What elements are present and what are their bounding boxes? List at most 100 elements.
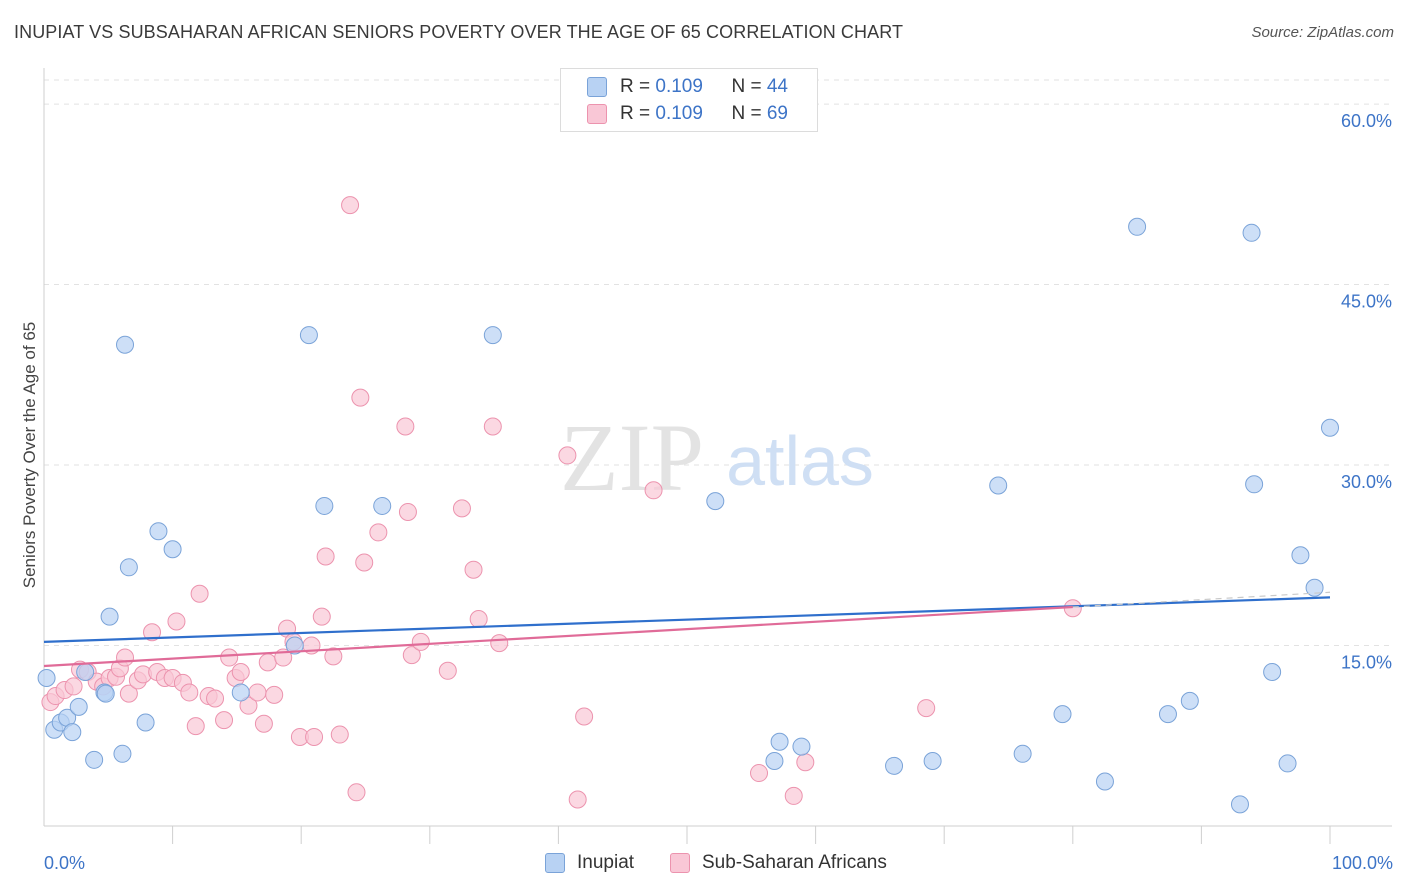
inupiat-point: [373, 496, 392, 515]
watermark-atlas: atlas: [726, 422, 874, 500]
subsaharan-point: [917, 699, 936, 718]
y-tick-label: 45.0%: [1341, 292, 1392, 312]
subsaharan-point: [324, 647, 343, 666]
inupiat-point: [113, 744, 132, 763]
subsaharan-point: [483, 417, 502, 436]
subsaharan-point: [784, 786, 803, 805]
subsaharan-point: [116, 648, 135, 667]
inupiat-point: [765, 752, 784, 771]
subsaharan-point: [220, 648, 239, 667]
n-value: 44: [766, 76, 788, 97]
subsaharan-point: [558, 446, 577, 465]
y-tick-label: 60.0%: [1341, 111, 1392, 131]
inupiat-point: [63, 723, 82, 742]
inupiat-point: [1128, 217, 1147, 236]
inupiat-point: [116, 335, 135, 354]
inupiat-point: [136, 713, 155, 732]
subsaharan-point: [398, 502, 417, 521]
inupiat-point: [1158, 705, 1177, 724]
n-value: 69: [766, 103, 788, 124]
inupiat-point: [37, 669, 56, 688]
inupiat-point: [69, 697, 88, 716]
subsaharan-point: [190, 584, 209, 603]
inupiat-point: [285, 636, 304, 655]
inupiat-point: [706, 492, 725, 511]
inupiat-point: [483, 326, 502, 345]
x-tick-label: 0.0%: [44, 853, 85, 873]
legend-pink-swatch: [670, 853, 690, 873]
subsaharan-point: [119, 684, 138, 703]
subsaharan-trend-line: [43, 605, 1073, 668]
subsaharan-point: [644, 481, 663, 500]
inupiat-point: [149, 522, 168, 541]
legend-label: Inupiat: [577, 852, 635, 873]
pink-swatch: [587, 104, 607, 124]
r-label: R =: [620, 103, 656, 124]
subsaharan-point: [796, 753, 815, 772]
inupiat-point: [1053, 705, 1072, 724]
y-tick-label: 15.0%: [1341, 653, 1392, 673]
subsaharan-point: [750, 764, 769, 783]
inupiat-point: [885, 756, 904, 775]
inupiat-point: [1278, 754, 1297, 773]
y-tick-label: 30.0%: [1341, 472, 1392, 492]
legend-blue-swatch: [545, 853, 565, 873]
x-tick-label: 100.0%: [1332, 853, 1393, 873]
source-label: Source: ZipAtlas.com: [1251, 24, 1394, 41]
subsaharan-point: [347, 783, 366, 802]
watermark-zip: ZIP: [560, 404, 704, 511]
inupiat-point: [315, 496, 334, 515]
subsaharan-point: [575, 707, 594, 726]
subsaharan-point: [248, 683, 267, 702]
inupiat-point: [1321, 418, 1339, 437]
subsaharan-point: [396, 417, 415, 436]
inupiat-point: [96, 684, 115, 703]
inupiat-trend-line: [43, 596, 1331, 644]
n-label: N =: [731, 103, 767, 124]
tick-labels: 15.0% 30.0% 45.0% 60.0% 0.0% 100.0%: [44, 111, 1393, 873]
subsaharan-point: [490, 634, 509, 653]
subsaharan-point: [369, 523, 388, 542]
subsaharan-point: [452, 499, 471, 518]
inupiat-point: [770, 732, 789, 751]
inupiat-point: [1263, 662, 1282, 681]
watermark: ZIP atlas: [560, 404, 874, 511]
inupiat-point: [100, 607, 119, 626]
subsaharan-point: [316, 547, 335, 566]
stats-legend-box: R = 0.109 N = 44 R = 0.109 N = 69: [560, 68, 818, 132]
axes: [43, 68, 1392, 844]
r-label: R =: [620, 76, 656, 97]
subsaharan-point: [231, 662, 250, 681]
trend-lines: [43, 591, 1331, 668]
subsaharan-point: [143, 623, 162, 642]
subsaharan-point: [215, 711, 234, 730]
subsaharan-point: [64, 677, 83, 696]
inupiat-point: [1095, 772, 1114, 791]
inupiat-point: [85, 750, 104, 769]
subsaharan-point: [464, 560, 483, 579]
inupiat-point: [1242, 223, 1261, 242]
data-points: [37, 196, 1339, 814]
inupiat-point: [231, 683, 250, 702]
subsaharan-point: [258, 653, 277, 672]
inupiat-point: [1180, 691, 1199, 710]
subsaharan-point: [265, 685, 284, 704]
subsaharan-point: [312, 607, 331, 626]
inupiat-point: [1305, 578, 1324, 597]
subsaharan-point: [305, 727, 324, 746]
inupiat-point: [923, 752, 942, 771]
subsaharan-point: [568, 790, 587, 809]
gridlines: [44, 79, 1392, 647]
subsaharan-point: [180, 683, 199, 702]
chart-title: INUPIAT VS SUBSAHARAN AFRICAN SENIORS PO…: [14, 22, 904, 42]
subsaharan-point: [330, 725, 349, 744]
inupiat-point: [1291, 546, 1310, 565]
inupiat-point: [119, 558, 138, 577]
subsaharan-point: [411, 632, 430, 651]
subsaharan-point: [186, 717, 205, 736]
blue-swatch: [587, 77, 607, 97]
inupiat-point: [1013, 744, 1032, 763]
inupiat-point: [792, 737, 811, 756]
subsaharan-point: [469, 610, 488, 629]
